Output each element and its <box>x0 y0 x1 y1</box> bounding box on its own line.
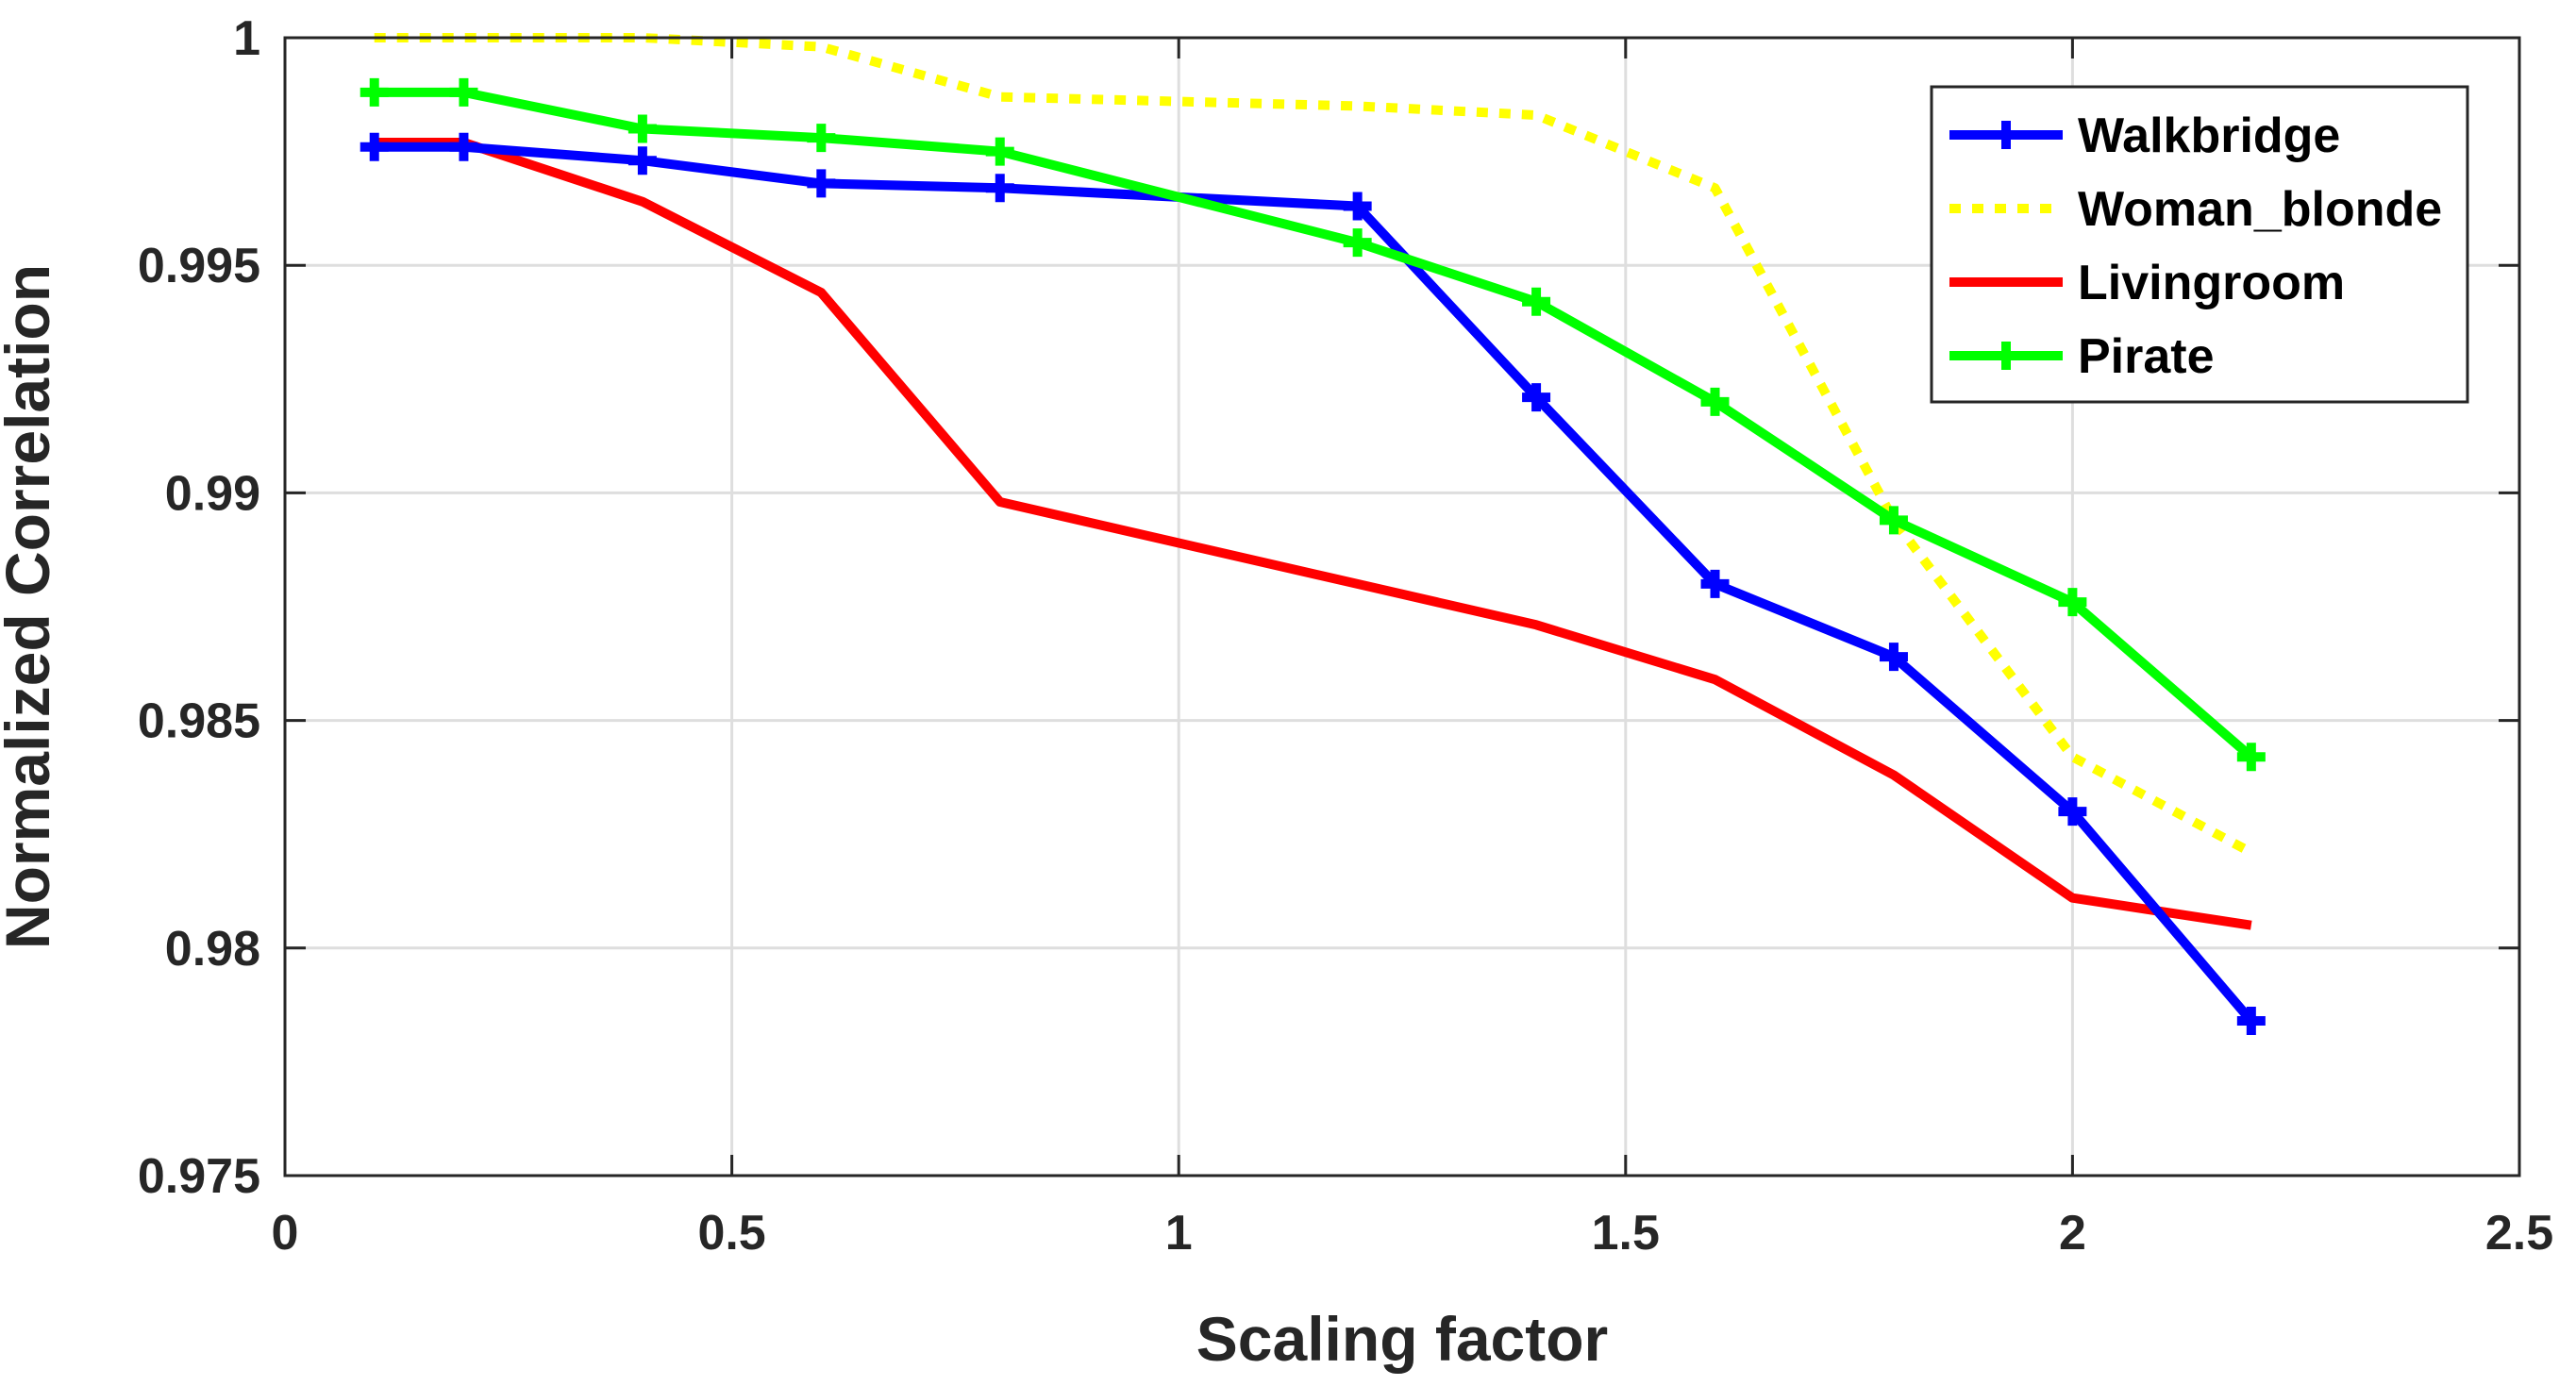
data-point-walkbridge <box>360 132 389 161</box>
x-tick-label: 2 <box>2059 1206 2086 1261</box>
data-point-walkbridge <box>1700 569 1730 598</box>
series-line-livingroom <box>374 138 2252 930</box>
x-tick-label: 1 <box>1165 1206 1193 1261</box>
data-point-walkbridge <box>1522 383 1551 412</box>
legend: Walkbridge Woman_blonde Livingroom Pirate <box>1930 85 2469 404</box>
data-point-walkbridge <box>807 169 836 198</box>
data-point-pirate <box>1879 506 1908 535</box>
data-point-walkbridge <box>985 174 1014 203</box>
data-point-walkbridge <box>1879 643 1908 672</box>
x-tick-label: 0 <box>272 1206 299 1261</box>
series-pirate <box>360 77 2266 772</box>
x-tick-label: 2.5 <box>2485 1206 2553 1261</box>
data-point-pirate <box>1700 387 1730 416</box>
y-tick-label: 1 <box>233 11 260 66</box>
legend-entry-pirate: Pirate <box>1949 329 2215 384</box>
series-livingroom <box>374 138 2252 930</box>
y-tick-label: 0.975 <box>138 1149 260 1204</box>
legend-marker-pirate <box>1992 342 2020 370</box>
data-point-pirate <box>360 77 389 107</box>
x-tick-label: 0.5 <box>697 1206 765 1261</box>
legend-marker-walkbridge <box>1992 121 2020 149</box>
data-point-pirate <box>985 137 1014 166</box>
y-tick-label: 0.985 <box>138 694 260 749</box>
data-point-walkbridge <box>2236 1006 2266 1035</box>
data-point-walkbridge <box>1343 192 1372 221</box>
x-tick-label: 1.5 <box>1592 1206 1660 1261</box>
plot-area-frame <box>283 36 2521 1177</box>
data-point-pirate <box>1522 287 1551 316</box>
y-tick-label: 0.98 <box>165 922 260 977</box>
data-point-walkbridge <box>449 132 478 161</box>
data-point-pirate <box>2058 588 2087 617</box>
series-walkbridge <box>360 132 2266 1035</box>
data-point-pirate <box>2236 743 2266 772</box>
legend-label-pirate: Pirate <box>2078 329 2215 384</box>
y-axis-label: Normalized Correlation <box>0 264 62 949</box>
data-point-pirate <box>449 77 478 107</box>
data-point-pirate <box>1343 228 1372 258</box>
legend-entry-woman-blonde: Woman_blonde <box>1949 182 2442 237</box>
data-point-walkbridge <box>627 146 657 175</box>
x-axis-label: Scaling factor <box>1196 1304 1608 1374</box>
legend-entry-livingroom: Livingroom <box>1949 256 2345 310</box>
data-point-pirate <box>627 114 657 143</box>
y-tick-label: 0.995 <box>138 239 260 293</box>
data-point-walkbridge <box>2058 797 2087 827</box>
legend-label-walkbridge: Walkbridge <box>2078 109 2340 163</box>
legend-entry-walkbridge: Walkbridge <box>1949 109 2340 163</box>
legend-label-livingroom: Livingroom <box>2078 256 2345 310</box>
data-point-pirate <box>807 124 836 153</box>
legend-label-woman-blonde: Woman_blonde <box>2078 182 2442 237</box>
y-tick-label: 0.99 <box>165 466 260 521</box>
axis-ticks: 0 0.5 1 1.5 2 2.5 0.975 0.98 0.985 0.99 0.995 1 <box>138 11 2553 1261</box>
